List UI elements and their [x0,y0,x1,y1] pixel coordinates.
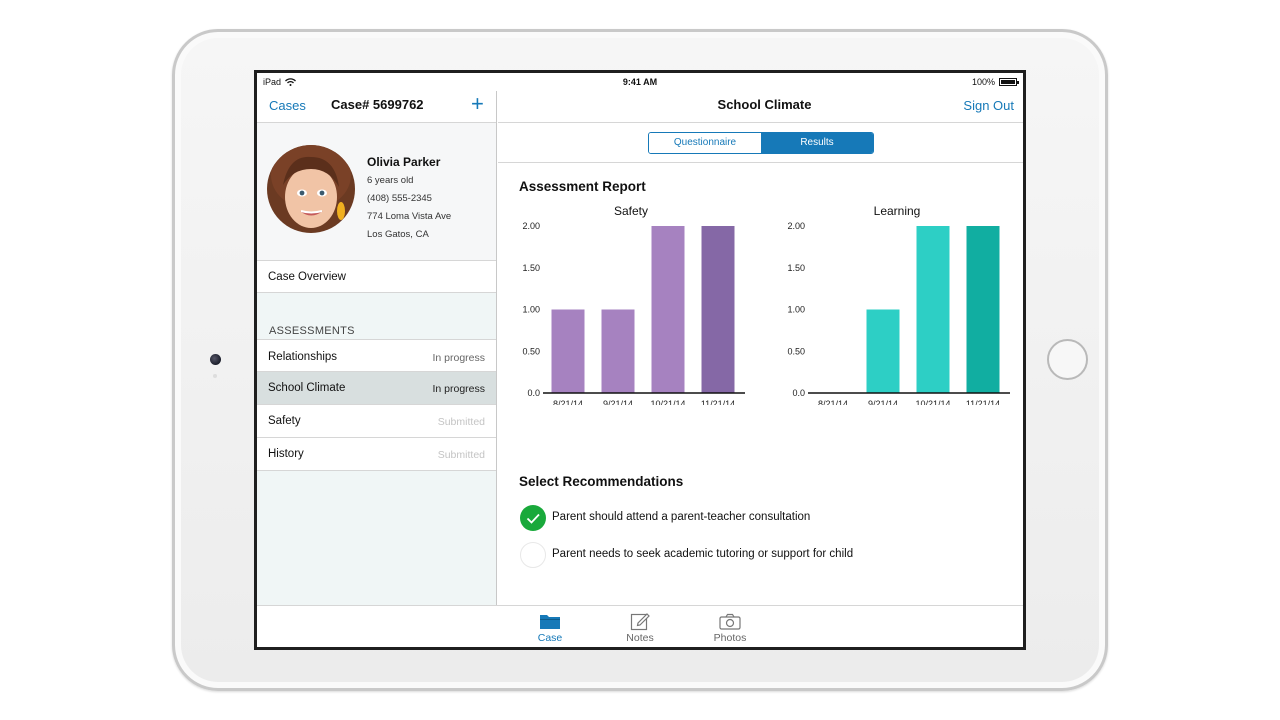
bar [651,226,685,393]
tab-photos[interactable]: Photos [700,610,760,644]
case-sidebar: Cases Case# 5699762 + [257,91,497,605]
page-title: School Climate [717,97,812,112]
chart-title: Safety [614,205,648,218]
y-tick-label: 0.0 [792,388,805,398]
recommendation-item-2[interactable]: Parent needs to seek academic tutoring o… [520,542,1000,568]
segment-bar: Questionnaire Results [498,123,1023,163]
y-tick-label: 1.00 [522,305,540,315]
battery-icon [999,78,1019,86]
x-tick-label: 9/21/14 [603,399,633,405]
case-overview-row[interactable]: Case Overview [257,261,496,293]
y-tick-label: 2.00 [787,221,805,231]
status-label: In progress [432,383,485,395]
tab-bar: Case Notes Photos [257,605,1023,647]
recommendations-heading: Select Recommendations [519,474,684,489]
assessment-label: Relationships [268,351,338,363]
sign-out-button[interactable]: Sign Out [963,98,1014,113]
assessment-charts: Safety 2.00 1.50 1.00 0.50 0.0 8/21/14 9/21/14 1… [522,205,1010,405]
assessment-row-history[interactable]: History Submitted [257,438,496,471]
recommendation-item-1[interactable]: Parent should attend a parent-teacher co… [520,505,1000,531]
x-tick-label: 8/21/14 [818,399,848,405]
tab-label: Photos [713,632,747,644]
status-label: In progress [432,352,485,364]
client-address-line1: 774 Loma Vista Ave [367,211,452,222]
wifi-icon [285,78,296,86]
chart-title: Learning [874,205,921,218]
x-tick-label: 11/21/14 [966,399,1000,405]
segment-results[interactable]: Results [761,133,873,153]
tab-label: Notes [626,632,654,644]
tab-case[interactable]: Case [520,610,580,644]
assessments-header: ASSESSMENTS [269,325,355,337]
tab-notes[interactable]: Notes [610,610,670,644]
bar [916,226,950,393]
cases-back-button[interactable]: Cases [269,98,306,113]
compose-icon [630,613,650,631]
y-tick-label: 0.50 [522,346,540,356]
client-address-line2: Los Gatos, CA [367,229,429,240]
bar [551,309,585,393]
home-button[interactable] [1047,339,1088,380]
bar [866,309,900,393]
assessment-label: History [268,448,304,460]
segmented-control: Questionnaire Results [648,132,874,154]
assessment-label: Safety [268,415,301,427]
detail-pane: School Climate Sign Out Questionnaire Re… [498,91,1023,605]
y-tick-label: 1.50 [787,263,805,273]
case-overview-label: Case Overview [268,271,346,283]
recommendation-text: Parent should attend a parent-teacher co… [552,511,811,523]
assessment-row-safety[interactable]: Safety Submitted [257,405,496,438]
segment-questionnaire[interactable]: Questionnaire [649,133,761,153]
client-phone[interactable]: (408) 555-2345 [367,193,432,204]
status-bar: iPad 9:41 AM 100% [257,73,1023,91]
device-label: iPad [263,77,282,87]
y-tick-label: 1.50 [522,263,540,273]
y-tick-label: 2.00 [522,221,540,231]
camera-sensor [213,374,217,378]
assessment-row-school-climate[interactable]: School Climate In progress [257,372,496,405]
assessment-row-relationships[interactable]: Relationships In progress [257,339,496,372]
add-button[interactable]: + [471,91,484,116]
battery-percent: 100% [971,77,995,87]
report-heading: Assessment Report [519,179,646,194]
profile-card: Olivia Parker 6 years old (408) 555-2345… [257,123,496,261]
x-tick-label: 8/21/14 [553,399,583,405]
client-age: 6 years old [367,175,414,186]
bar [601,309,635,393]
sidebar-nav-bar: Cases Case# 5699762 + [257,91,496,123]
x-tick-label: 9/21/14 [868,399,898,405]
case-title: Case# 5699762 [331,97,424,112]
bar [966,226,1000,393]
front-camera [210,354,221,365]
camera-icon [719,613,741,630]
avatar [267,145,355,233]
status-label: Submitted [437,449,485,461]
tab-label: Case [537,632,563,644]
x-tick-label: 10/21/14 [650,399,685,405]
ipad-screen: iPad 9:41 AM 100% Cases Case# 5699762 + [254,70,1026,650]
x-tick-label: 10/21/14 [915,399,950,405]
y-tick-label: 0.0 [527,388,540,398]
status-time: 9:41 AM [622,77,658,87]
bar [701,226,735,393]
checkmark-icon[interactable] [520,505,546,531]
folder-icon [540,614,560,629]
status-label: Submitted [437,416,485,428]
detail-nav-bar: School Climate Sign Out [498,91,1023,123]
x-tick-label: 11/21/14 [701,399,735,405]
y-tick-label: 1.00 [787,305,805,315]
client-name: Olivia Parker [367,155,441,169]
y-tick-label: 0.50 [787,346,805,356]
recommendation-text: Parent needs to seek academic tutoring o… [552,548,854,560]
assessment-label: School Climate [268,382,346,394]
unchecked-circle-icon[interactable] [520,542,546,568]
